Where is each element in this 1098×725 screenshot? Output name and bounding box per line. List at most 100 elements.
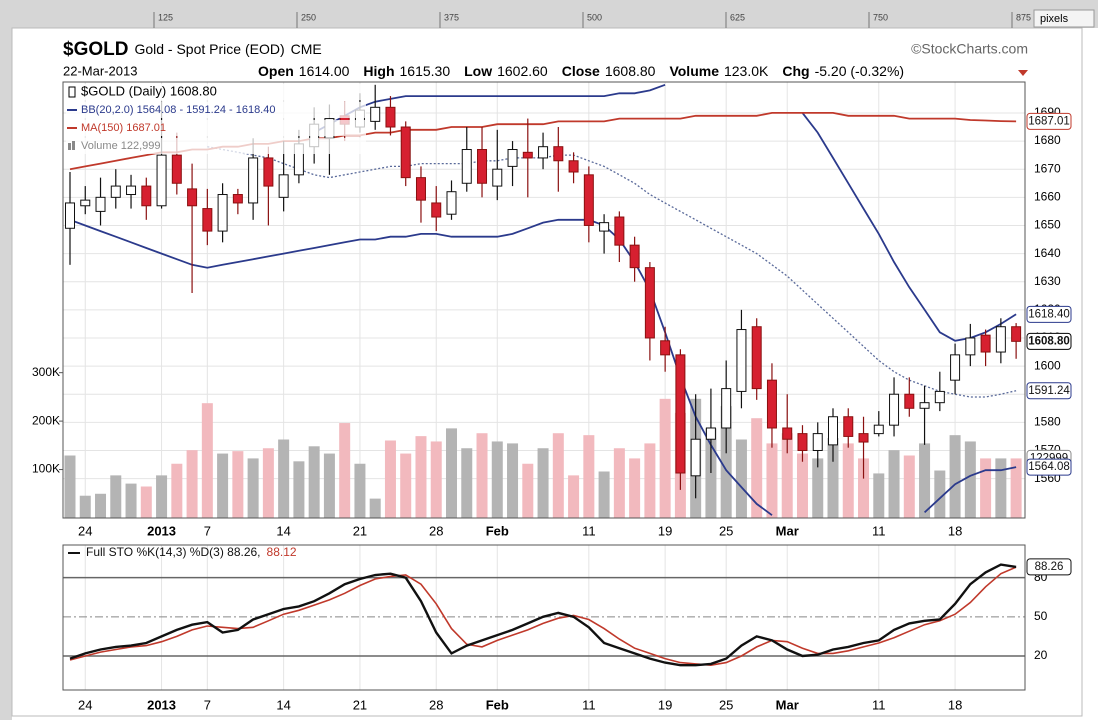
x-tick-label: 24 [78,523,92,538]
y-tick-label: 1650 [1034,218,1061,232]
x-tick-label: Mar [776,523,799,538]
price-tag-label: 1591.24 [1028,385,1070,397]
ruler-label: 750 [873,12,888,22]
volume-bar [980,458,992,518]
candle-body [187,188,198,207]
volume-bar [934,470,946,518]
candle-body [431,202,442,218]
volume-bar [598,471,610,518]
candle-body [583,174,594,226]
candle-body [889,393,900,426]
volume-bar [720,406,732,518]
volume-bar [964,441,976,518]
candle-body [202,208,213,232]
price-tag-label: 1618.40 [1028,308,1070,320]
candle-body [812,433,823,451]
overlay-line [69,218,1017,516]
x-tick-label: 14 [276,697,290,712]
legend-text: MA(150) 1687.01 [81,122,166,134]
unit-dropdown[interactable] [1033,9,1095,28]
volume-bar [201,403,213,518]
stat-label: Chg [782,63,809,79]
source: ©StockCharts.com [911,41,1028,57]
price-tag [1026,112,1072,130]
legend-icon [68,143,71,150]
candle-body [629,244,640,269]
exchange: CME [291,41,322,57]
side-ruler [0,28,12,720]
x-tick-label: 7 [204,523,211,538]
legend-bg [66,84,366,100]
volume-bar [659,398,671,518]
legend-text: BB(20,2.0) 1564.08 - 1591.24 - 1618.40 [81,104,275,116]
sto-legend: Full STO %K(14,3) %D(3) 88.26, 88.12 [86,545,297,559]
subtitle: Gold - Spot Price (EOD) [134,41,284,57]
price-tag [1026,332,1072,350]
x-tick-label: 21 [353,697,367,712]
volume-bar [156,475,168,518]
volume-bar [781,433,793,518]
volume-bar [278,439,290,518]
candle-body [461,149,472,184]
candle-body [705,427,716,440]
volume-bar [354,463,366,518]
sto-legend-text: Full STO %K(14,3) %D(3) 88.26, [86,545,261,559]
legend-bg [66,138,366,154]
candle-body [995,326,1006,353]
volume-bar [812,458,824,518]
y-tick-label: 1670 [1034,161,1061,175]
candle-body [736,329,747,392]
volume-bar [125,483,137,518]
candle-body [980,334,991,353]
candle-body [538,146,549,159]
stat-label: Low [464,63,492,79]
stat-label: High [363,63,394,79]
y-tick-label: 1660 [1034,190,1061,204]
volume-bar [171,463,183,518]
stats-row: Open 1614.00 High 1615.30 Low 1602.60 Close 160… [258,63,904,79]
volume-bar [491,441,503,518]
volume-bar [766,443,778,518]
x-tick-label: 28 [429,697,443,712]
sto-layer [69,563,1017,667]
candle-body [446,191,457,215]
stat-value: 1602.60 [497,63,548,79]
y2-tick-label: 200K [32,413,60,427]
y-tick-label: 1680 [1034,133,1061,147]
sto-legend-d: 88.12 [267,545,297,559]
candle-body [950,354,961,381]
price-tag [1026,305,1072,323]
candle-body [141,185,152,207]
candle-body [385,106,396,128]
x-tick-label: Feb [486,697,509,712]
volume-bar [95,493,107,518]
x-tick-label: 24 [78,697,92,712]
candle-body [1011,326,1022,342]
candle-body [263,157,274,187]
candle-body [232,194,243,204]
volume-bar [888,450,900,518]
x-tick-label: 18 [948,523,962,538]
ruler-label: 500 [587,12,602,22]
volume-bar [995,458,1007,518]
candle-body [721,388,732,429]
x-tick-label: 2013 [147,523,176,538]
volume-bar [827,438,839,518]
volume-bar [79,495,91,518]
volume-bar [110,475,122,518]
x-tick-label: 2013 [147,697,176,712]
candle-body [858,433,869,443]
volume-bar [461,448,473,518]
volume-bar [629,458,641,518]
volume-bar [949,435,961,518]
candle-body [553,146,564,162]
candle-body [400,126,411,179]
candle-body [248,157,259,204]
date: 22-Mar-2013 [63,63,137,78]
sto-tick-label: 50 [1034,609,1048,623]
volume-bar [919,443,931,518]
x-tick-label: 14 [276,523,290,538]
x-tick-label: 25 [719,523,733,538]
volume-bar [583,435,595,518]
volume-bar [186,450,198,518]
